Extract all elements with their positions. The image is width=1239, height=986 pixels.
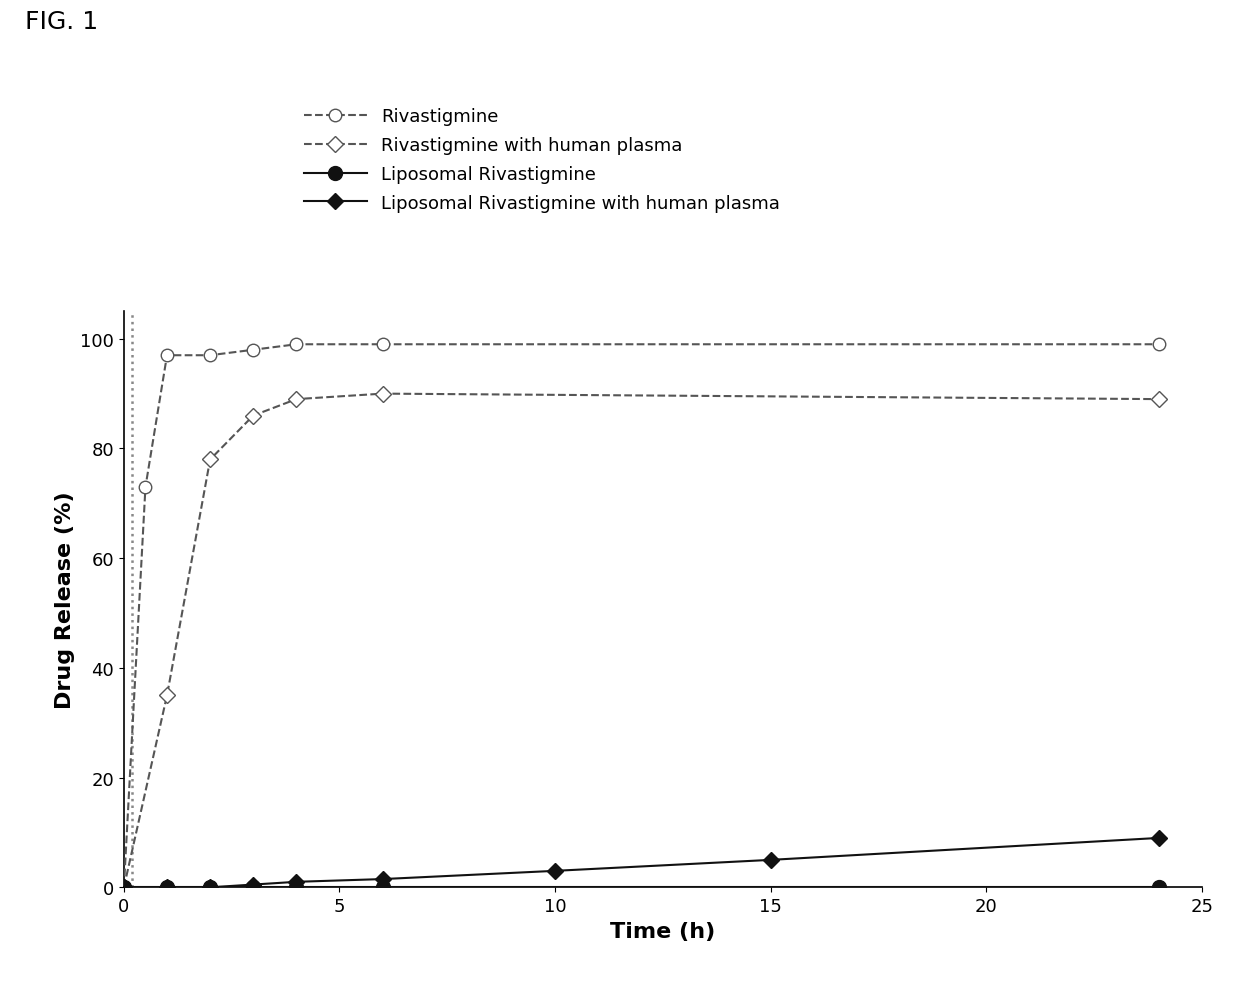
- Rivastigmine: [138, 481, 152, 493]
- Rivastigmine with human plasma: [160, 689, 175, 701]
- Line: Liposomal Rivastigmine with human plasma: Liposomal Rivastigmine with human plasma: [119, 832, 1165, 893]
- Liposomal Rivastigmine: [289, 881, 304, 893]
- Liposomal Rivastigmine: [160, 881, 175, 893]
- Liposomal Rivastigmine with human plasma: [289, 876, 304, 887]
- Line: Rivastigmine with human plasma: Rivastigmine with human plasma: [119, 388, 1165, 893]
- Liposomal Rivastigmine with human plasma: [245, 879, 260, 890]
- Rivastigmine: [289, 339, 304, 351]
- Liposomal Rivastigmine with human plasma: [763, 854, 778, 866]
- Liposomal Rivastigmine with human plasma: [203, 881, 218, 893]
- Liposomal Rivastigmine with human plasma: [160, 881, 175, 893]
- Liposomal Rivastigmine: [116, 881, 131, 893]
- Y-axis label: Drug Release (%): Drug Release (%): [55, 491, 74, 708]
- Liposomal Rivastigmine: [1151, 881, 1166, 893]
- Liposomal Rivastigmine: [245, 881, 260, 893]
- Line: Rivastigmine: Rivastigmine: [118, 338, 1165, 893]
- Rivastigmine: [116, 881, 131, 893]
- Rivastigmine with human plasma: [245, 410, 260, 422]
- Legend: Rivastigmine, Rivastigmine with human plasma, Liposomal Rivastigmine, Liposomal : Rivastigmine, Rivastigmine with human pl…: [295, 100, 789, 222]
- Rivastigmine: [203, 350, 218, 362]
- Line: Liposomal Rivastigmine: Liposomal Rivastigmine: [116, 880, 1166, 894]
- Liposomal Rivastigmine with human plasma: [375, 874, 390, 885]
- Rivastigmine: [1151, 339, 1166, 351]
- Liposomal Rivastigmine: [203, 881, 218, 893]
- Liposomal Rivastigmine: [375, 881, 390, 893]
- Liposomal Rivastigmine with human plasma: [548, 865, 563, 877]
- Rivastigmine: [245, 344, 260, 356]
- Liposomal Rivastigmine with human plasma: [1151, 832, 1166, 844]
- Rivastigmine with human plasma: [289, 393, 304, 405]
- Rivastigmine with human plasma: [116, 881, 131, 893]
- Rivastigmine: [160, 350, 175, 362]
- Rivastigmine: [375, 339, 390, 351]
- Rivastigmine with human plasma: [375, 388, 390, 400]
- Rivastigmine with human plasma: [1151, 393, 1166, 405]
- Text: FIG. 1: FIG. 1: [25, 10, 98, 34]
- Liposomal Rivastigmine with human plasma: [116, 881, 131, 893]
- X-axis label: Time (h): Time (h): [611, 921, 715, 941]
- Rivastigmine with human plasma: [203, 455, 218, 466]
